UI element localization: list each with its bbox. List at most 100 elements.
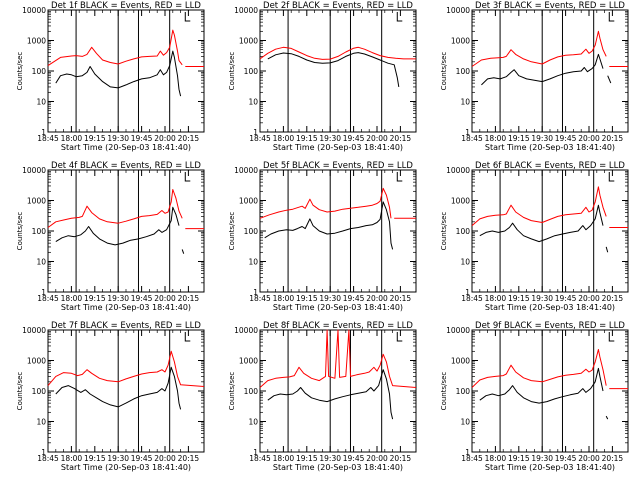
y-tick-label: 10 [248, 418, 258, 427]
x-tick-label: 20:15 [178, 454, 200, 463]
y-tick-label: 10 [460, 258, 470, 267]
lld-series-line [259, 46, 416, 60]
x-tick-label: 19:15 [84, 134, 106, 143]
bracket-marker [608, 12, 615, 22]
x-tick-label: 18:45 [461, 134, 483, 143]
plot-frame [47, 169, 205, 293]
lld-series-line [471, 30, 607, 67]
plot-frame [471, 169, 629, 293]
x-tick-label: 20:15 [178, 134, 200, 143]
x-axis-label: Start Time (20-Sep-03 18:41:40) [61, 303, 191, 312]
y-axis-label: Counts/sec [440, 372, 448, 411]
chart-title: Det 6f BLACK = Events, RED = LLD [475, 161, 625, 171]
y-tick-label: 1 [465, 128, 470, 137]
chart-title: Det 4f BLACK = Events, RED = LLD [51, 161, 201, 171]
y-tick-label: 1000 [27, 357, 46, 366]
chart-panel-5: Det 5f BLACK = Events, RED = LLD 1 10 100 10… [228, 161, 417, 312]
x-tick-label: 18:45 [461, 454, 483, 463]
x-tick-label: 20:00 [578, 134, 600, 143]
chart-title: Det 7f BLACK = Events, RED = LLD [51, 321, 201, 331]
events-series-line [55, 50, 180, 90]
y-tick-label: 1 [465, 448, 470, 457]
x-axis-label: Start Time (20-Sep-03 18:41:40) [485, 463, 615, 472]
y-axis-label: Counts/sec [440, 212, 448, 251]
bracket-marker [396, 332, 403, 342]
x-tick-label: 19:45 [343, 454, 365, 463]
y-tick-label: 1000 [451, 197, 470, 206]
chart-panel-9: Det 9f BLACK = Events, RED = LLD 1 10 100 10… [440, 321, 629, 472]
x-tick-label: 18:00 [273, 134, 295, 143]
lld-series-line [47, 189, 183, 228]
x-tick-label: 18:00 [61, 294, 83, 303]
x-tick-label: 20:00 [366, 134, 388, 143]
x-tick-label: 20:15 [390, 454, 412, 463]
events-series-line [264, 201, 394, 250]
chart-panel-8: Det 8f BLACK = Events, RED = LLD 1 10 100 10… [228, 321, 417, 472]
chart-panel-1: Det 1f BLACK = Events, RED = LLD 1 10 100 10… [16, 1, 205, 152]
events-series-line [267, 369, 394, 420]
y-axis-label: Counts/sec [228, 372, 236, 411]
y-tick-label: 100 [456, 387, 471, 396]
x-tick-label: 20:00 [154, 294, 176, 303]
y-tick-label: 1 [41, 128, 46, 137]
x-tick-label: 19:15 [84, 454, 106, 463]
y-tick-label: 10 [460, 418, 470, 427]
y-tick-label: 10000 [446, 166, 470, 175]
x-tick-label: 20:15 [390, 294, 412, 303]
y-tick-label: 1000 [27, 37, 46, 46]
lld-series-line [47, 350, 205, 387]
events-series-line [607, 75, 612, 84]
bracket-marker [608, 172, 615, 182]
x-tick-label: 20:00 [154, 134, 176, 143]
x-tick-label: 19:15 [508, 294, 530, 303]
y-axis-label: Counts/sec [440, 52, 448, 91]
plot-frame [47, 9, 205, 133]
x-tick-label: 18:45 [249, 454, 271, 463]
x-axis-label: Start Time (20-Sep-03 18:41:40) [273, 143, 403, 152]
events-series-line [479, 204, 604, 243]
chart-panel-3: Det 3f BLACK = Events, RED = LLD 1 10 100 10… [440, 1, 629, 152]
plot-frame [471, 329, 629, 453]
y-axis-label: Counts/sec [228, 212, 236, 251]
x-tick-label: 19:15 [296, 454, 318, 463]
y-tick-label: 100 [244, 67, 259, 76]
x-tick-label: 20:15 [602, 454, 624, 463]
events-series-line [605, 246, 609, 253]
x-tick-label: 18:00 [273, 294, 295, 303]
y-axis-label: Counts/sec [228, 52, 236, 91]
x-tick-label: 19:30 [107, 134, 129, 143]
y-axis-label: Counts/sec [16, 372, 24, 411]
bracket-marker [396, 12, 403, 22]
events-series-line [605, 415, 609, 420]
y-tick-label: 10000 [22, 326, 46, 335]
y-tick-label: 1 [253, 288, 258, 297]
lld-series-line [47, 29, 183, 67]
x-tick-label: 18:00 [273, 454, 295, 463]
y-tick-label: 1 [253, 128, 258, 137]
x-axis-label: Start Time (20-Sep-03 18:41:40) [485, 303, 615, 312]
x-tick-label: 19:15 [296, 294, 318, 303]
x-tick-label: 19:15 [508, 454, 530, 463]
y-tick-label: 100 [32, 227, 47, 236]
y-tick-label: 100 [244, 227, 259, 236]
y-tick-label: 10000 [234, 166, 258, 175]
x-axis-label: Start Time (20-Sep-03 18:41:40) [485, 143, 615, 152]
x-tick-label: 18:00 [61, 454, 83, 463]
lld-series-line [259, 329, 417, 388]
lld-series-line [471, 349, 607, 388]
x-tick-label: 18:00 [485, 294, 507, 303]
x-axis-label: Start Time (20-Sep-03 18:41:40) [273, 463, 403, 472]
y-tick-label: 1 [41, 448, 46, 457]
y-tick-label: 100 [456, 67, 471, 76]
y-tick-label: 1000 [239, 197, 258, 206]
plot-frame [259, 9, 417, 133]
chart-panel-2: Det 2f BLACK = Events, RED = LLD 1 10 100 10… [228, 1, 417, 152]
y-tick-label: 10 [36, 258, 46, 267]
x-tick-label: 19:45 [555, 454, 577, 463]
y-tick-label: 10 [36, 98, 46, 107]
x-tick-label: 19:15 [296, 134, 318, 143]
x-tick-label: 19:30 [531, 454, 553, 463]
x-tick-label: 19:30 [107, 294, 129, 303]
y-tick-label: 10000 [22, 166, 46, 175]
chart-title: Det 1f BLACK = Events, RED = LLD [51, 1, 201, 11]
